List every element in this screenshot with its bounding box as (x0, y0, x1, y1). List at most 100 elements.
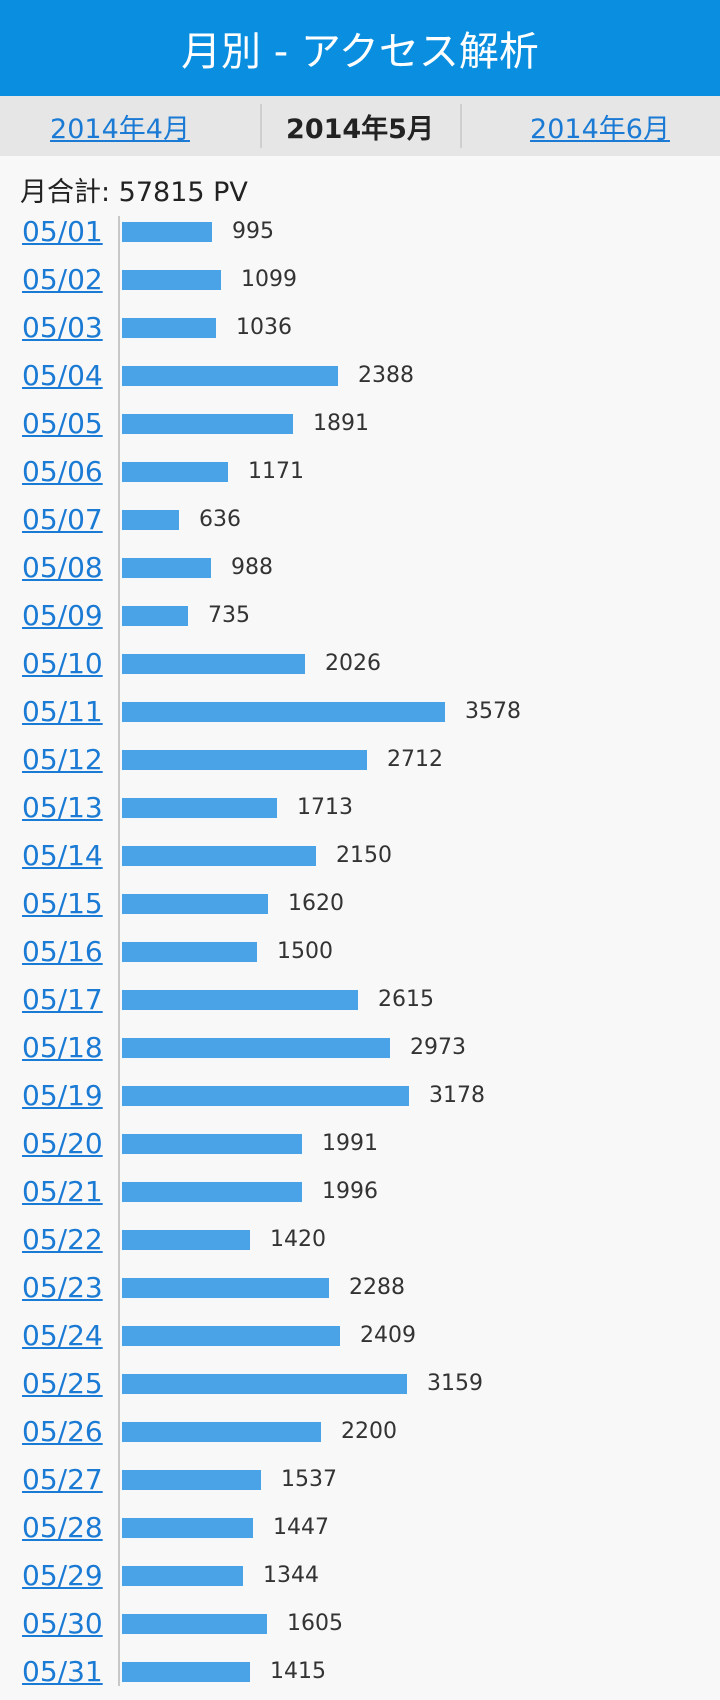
date-link[interactable]: 05/31 (22, 1655, 103, 1688)
date-link[interactable]: 05/01 (22, 215, 103, 248)
date-link[interactable]: 05/24 (22, 1319, 103, 1352)
pv-value-label: 1420 (270, 1227, 326, 1252)
pv-bar (122, 750, 367, 770)
pv-bar (122, 318, 216, 338)
pv-value-label: 1713 (297, 795, 353, 820)
pv-value-label: 3578 (465, 699, 521, 724)
date-link[interactable]: 05/02 (22, 263, 103, 296)
pv-bar (122, 606, 188, 626)
date-link[interactable]: 05/29 (22, 1559, 103, 1592)
pv-value-label: 2409 (360, 1323, 416, 1348)
date-link[interactable]: 05/18 (22, 1031, 103, 1064)
pv-value-label: 2200 (341, 1419, 397, 1444)
pv-value-label: 2388 (358, 363, 414, 388)
date-link[interactable]: 05/09 (22, 599, 103, 632)
pv-bar (122, 366, 338, 386)
date-link[interactable]: 05/11 (22, 695, 103, 728)
pv-value-label: 3159 (427, 1371, 483, 1396)
monthly-total: 月合計: 57815 PV (20, 170, 248, 209)
date-link[interactable]: 05/23 (22, 1271, 103, 1304)
date-link[interactable]: 05/10 (22, 647, 103, 680)
pv-value-label: 1415 (270, 1659, 326, 1684)
pv-bar (122, 1374, 407, 1394)
tab-next-month-label: 2014年6月 (530, 113, 670, 145)
pv-value-label: 1099 (241, 267, 297, 292)
date-link[interactable]: 05/03 (22, 311, 103, 344)
pv-bar (122, 654, 305, 674)
pv-bar (122, 990, 358, 1010)
tab-current-month-label: 2014年5月 (286, 113, 434, 145)
pv-value-label: 988 (231, 555, 273, 580)
tab-divider (460, 104, 462, 148)
pv-bar (122, 1182, 302, 1202)
pv-bar (122, 1614, 267, 1634)
date-link[interactable]: 05/21 (22, 1175, 103, 1208)
pv-value-label: 2973 (410, 1035, 466, 1060)
date-link[interactable]: 05/26 (22, 1415, 103, 1448)
pv-bar (122, 1470, 261, 1490)
tab-prev-month[interactable]: 2014年4月 (0, 96, 240, 156)
pv-bar (122, 1278, 329, 1298)
date-link[interactable]: 05/14 (22, 839, 103, 872)
pv-bar (122, 798, 277, 818)
pv-bar (122, 1086, 409, 1106)
pv-bar (122, 1662, 250, 1682)
date-link[interactable]: 05/17 (22, 983, 103, 1016)
date-link[interactable]: 05/30 (22, 1607, 103, 1640)
date-link[interactable]: 05/28 (22, 1511, 103, 1544)
date-link[interactable]: 05/22 (22, 1223, 103, 1256)
pv-value-label: 1991 (322, 1131, 378, 1156)
pv-value-label: 1620 (288, 891, 344, 916)
date-link[interactable]: 05/08 (22, 551, 103, 584)
tab-next-month[interactable]: 2014年6月 (480, 96, 720, 156)
pv-value-label: 1605 (287, 1611, 343, 1636)
pv-bar (122, 1518, 253, 1538)
date-link[interactable]: 05/27 (22, 1463, 103, 1496)
pv-value-label: 1344 (263, 1563, 319, 1588)
pv-bar (122, 1038, 390, 1058)
date-link[interactable]: 05/06 (22, 455, 103, 488)
pv-value-label: 2288 (349, 1275, 405, 1300)
pv-bar (122, 414, 293, 434)
pv-bar (122, 222, 212, 242)
pv-value-label: 2026 (325, 651, 381, 676)
app-header: 月別 - アクセス解析 (0, 0, 720, 96)
pv-value-label: 2712 (387, 747, 443, 772)
pv-bar (122, 1134, 302, 1154)
pv-value-label: 1537 (281, 1467, 337, 1492)
pv-value-label: 1036 (236, 315, 292, 340)
pv-bar (122, 846, 316, 866)
pv-bar (122, 1230, 250, 1250)
date-link[interactable]: 05/20 (22, 1127, 103, 1160)
pv-value-label: 1500 (277, 939, 333, 964)
pv-bar (122, 894, 268, 914)
pv-bar (122, 1422, 321, 1442)
tab-prev-month-label: 2014年4月 (50, 113, 190, 145)
pv-bar (122, 510, 179, 530)
tab-current-month: 2014年5月 (240, 96, 480, 156)
pv-value-label: 1171 (248, 459, 304, 484)
chart-axis-line (118, 216, 120, 1686)
monthly-total-label: 月合計: 57815 PV (20, 177, 248, 208)
date-link[interactable]: 05/13 (22, 791, 103, 824)
pv-bar (122, 558, 211, 578)
pv-value-label: 3178 (429, 1083, 485, 1108)
page-title: 月別 - アクセス解析 (181, 29, 539, 75)
date-link[interactable]: 05/05 (22, 407, 103, 440)
pv-value-label: 1447 (273, 1515, 329, 1540)
month-nav: 2014年4月 2014年5月 2014年6月 (0, 96, 720, 156)
pv-bar (122, 942, 257, 962)
pv-bar (122, 462, 228, 482)
date-link[interactable]: 05/07 (22, 503, 103, 536)
pv-value-label: 636 (199, 507, 241, 532)
pv-bar (122, 1566, 243, 1586)
date-link[interactable]: 05/25 (22, 1367, 103, 1400)
pv-value-label: 1891 (313, 411, 369, 436)
date-link[interactable]: 05/12 (22, 743, 103, 776)
date-link[interactable]: 05/15 (22, 887, 103, 920)
date-link[interactable]: 05/16 (22, 935, 103, 968)
date-link[interactable]: 05/04 (22, 359, 103, 392)
pv-value-label: 995 (232, 219, 274, 244)
date-link[interactable]: 05/19 (22, 1079, 103, 1112)
